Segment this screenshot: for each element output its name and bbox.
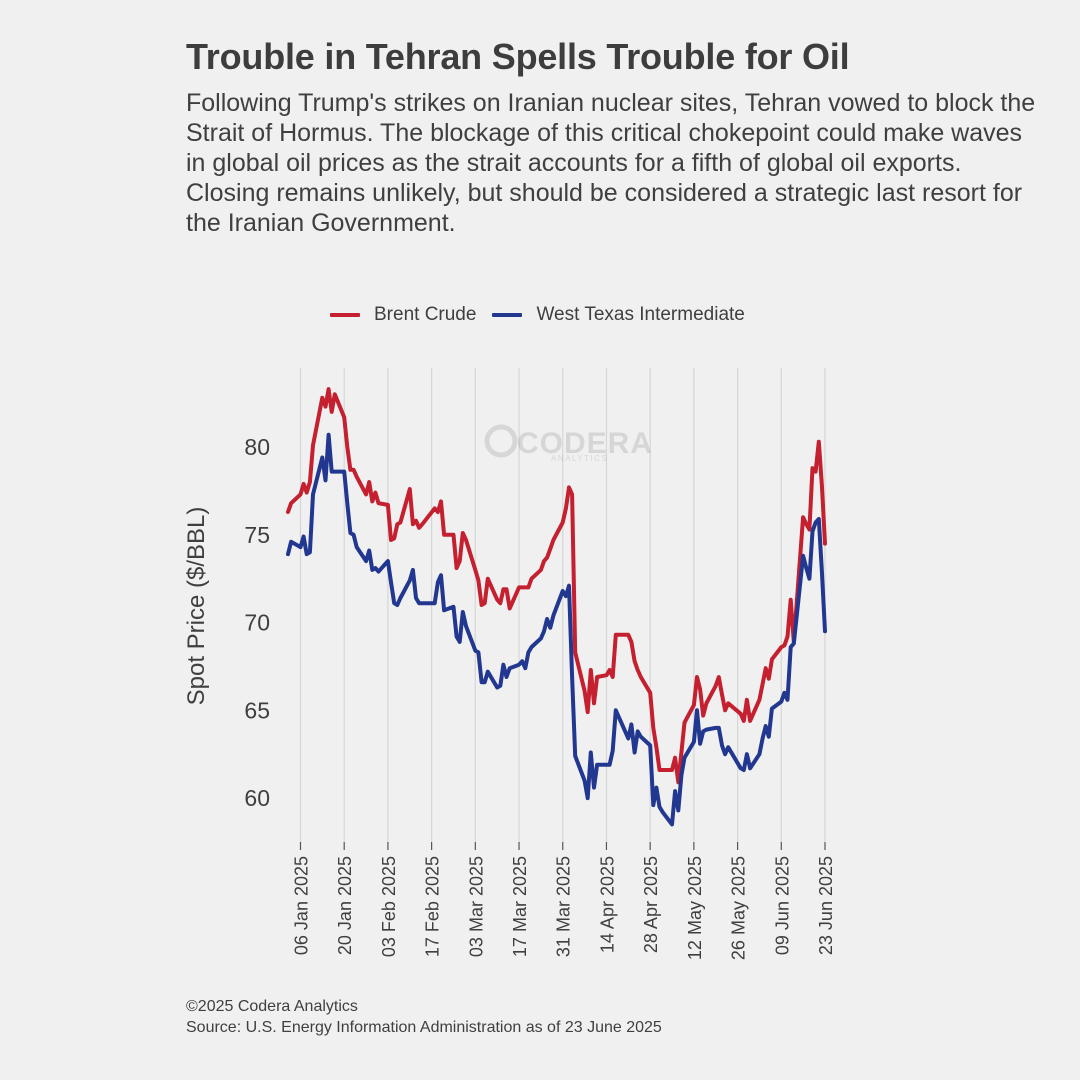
legend-swatch-wti [492,313,523,317]
wti-line [286,432,827,827]
gridlines [299,368,826,842]
x-tick-label: 17 Mar 2025 [510,856,530,957]
y-tick-label: 75 [244,522,270,548]
x-tick-label: 14 Apr 2025 [597,856,617,953]
x-tick-label: 31 Mar 2025 [554,856,574,957]
x-tick-label: 06 Jan 2025 [291,856,311,955]
y-tick-label: 60 [244,785,270,811]
y-tick-label: 80 [244,434,270,460]
watermark-logo-icon [484,424,518,458]
watermark-brand-text: CODERA [517,427,653,460]
x-tick-label: 23 Jun 2025 [816,856,836,955]
series-lines [286,387,827,827]
chart-legend: Brent Crude West Texas Intermediate [330,304,761,326]
legend-label-brent: Brent Crude [374,304,477,325]
x-tick-label: 12 May 2025 [685,856,705,960]
x-tick-label: 28 Apr 2025 [641,856,661,953]
chart-footer: ©2025 Codera Analytics Source: U.S. Ener… [186,996,662,1038]
y-tick-label: 70 [244,610,270,636]
copyright-text: ©2025 Codera Analytics [186,998,358,1015]
x-tick-label: 09 Jun 2025 [772,856,792,955]
y-axis-ticks: 60 65 70 75 80 [244,434,270,811]
line-chart: CODERA ANALYTICS 60 65 70 75 80 06 Jan 2025 2… [183,368,836,960]
codera-watermark-logo: CODERA ANALYTICS [484,424,653,463]
chart-subtitle: Following Trump's strikes on Iranian nuc… [186,89,1036,237]
legend-item-brent: Brent Crude [330,304,476,326]
x-tick-label: 26 May 2025 [729,856,749,960]
source-text: Source: U.S. Energy Information Administ… [186,1019,662,1036]
legend-swatch-brent [330,313,360,317]
y-axis-label: Spot Price ($/BBL) [183,507,210,706]
x-tick-label: 20 Jan 2025 [335,856,355,955]
x-axis-ticks: 06 Jan 2025 20 Jan 2025 03 Feb 2025 17 Feb … [291,842,836,960]
x-tick-label: 17 Feb 2025 [423,856,443,957]
legend-label-wti: West Texas Intermediate [536,304,745,325]
legend-item-wti: West Texas Intermediate [492,304,745,326]
x-tick-label: 03 Feb 2025 [379,856,399,957]
watermark-sub-text: ANALYTICS [551,454,608,463]
y-tick-label: 65 [244,697,270,723]
chart-title: Trouble in Tehran Spells Trouble for Oil [186,36,850,77]
brent-crude-line [286,387,827,785]
x-tick-label: 03 Mar 2025 [466,856,486,957]
